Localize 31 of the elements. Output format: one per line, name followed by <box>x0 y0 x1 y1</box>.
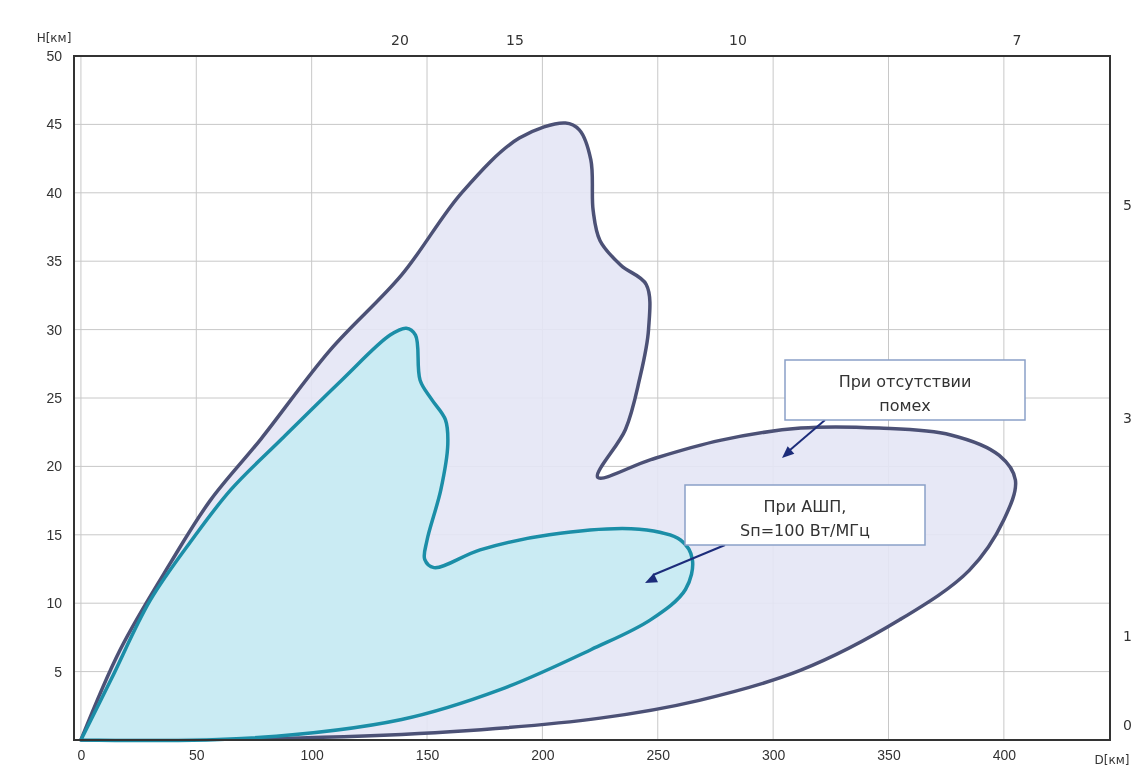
text: 15 <box>506 32 524 48</box>
y-tick-label: 20 <box>46 458 63 475</box>
y-tick-label: 45 <box>46 116 63 133</box>
x-tick-label: 50 <box>189 746 205 763</box>
y-tick-label: 5 <box>54 663 63 680</box>
x-tick-label: 350 <box>877 746 901 763</box>
text: 20 <box>391 32 409 48</box>
x-tick-label: 100 <box>300 746 325 763</box>
annotation: При отсутствии помех <box>838 372 972 415</box>
y-tick-label: 10 <box>46 595 63 612</box>
y-tick-label: 35 <box>46 253 63 270</box>
text: 3 <box>1123 410 1132 426</box>
x-tick-label: 300 <box>761 746 786 763</box>
y-tick-label: 40 <box>46 184 63 201</box>
x-tick-label: 250 <box>646 746 671 763</box>
x-tick-label: 150 <box>415 746 440 763</box>
text: 1 <box>1123 628 1132 644</box>
y-tick-label: 50 <box>46 47 63 64</box>
text: 7 <box>1012 32 1022 48</box>
y-tick-label: 30 <box>46 321 63 338</box>
x-tick-label: 200 <box>531 746 555 763</box>
y-axis-title: H[км] <box>36 31 72 45</box>
y-tick-label: 25 <box>46 389 63 406</box>
text: 0 <box>1123 717 1132 733</box>
x-axis-title: D[км] <box>1094 753 1130 767</box>
text: 10 <box>729 32 747 48</box>
y-tick-label: 15 <box>46 526 63 543</box>
annotation: При АШП, Sп=100 Вт/МГц <box>740 497 870 540</box>
x-tick-label: 400 <box>992 746 1017 763</box>
x-tick-label: 0 <box>77 746 86 763</box>
text: 5 <box>1123 197 1132 213</box>
